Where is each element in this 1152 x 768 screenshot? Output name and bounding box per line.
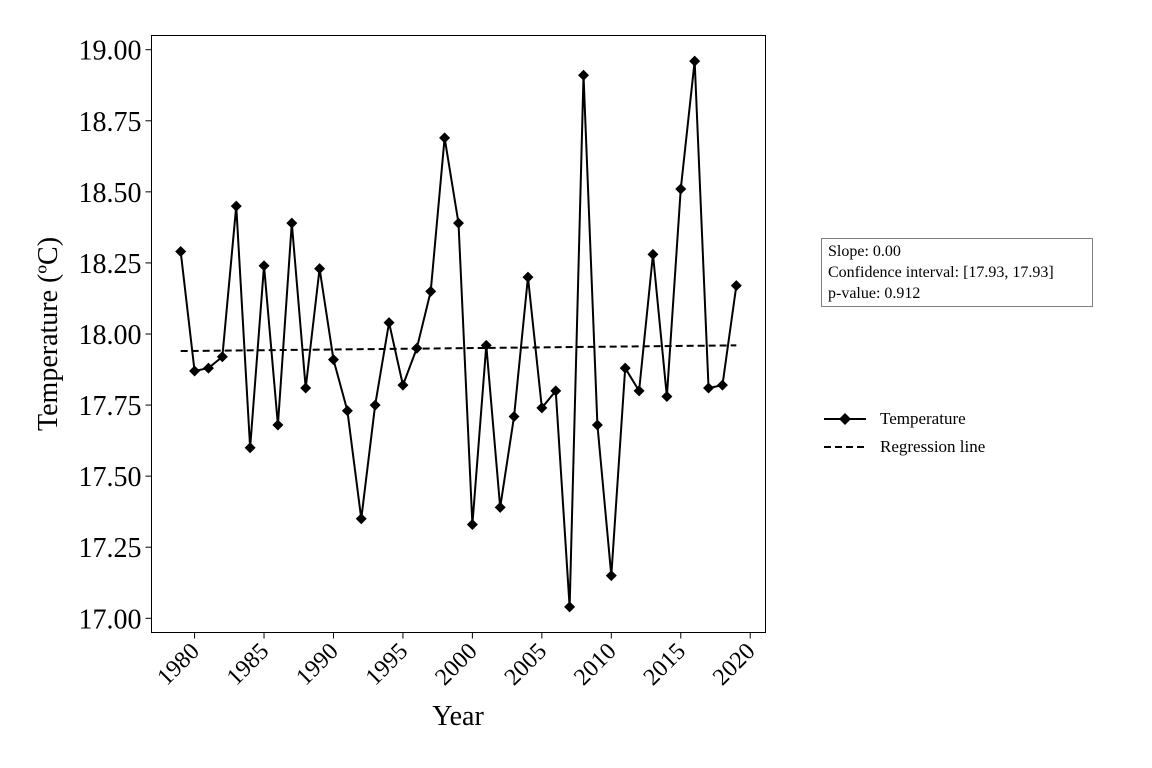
regression-line bbox=[180, 344, 737, 353]
temperature-point bbox=[578, 69, 590, 81]
temperature-point bbox=[327, 354, 339, 366]
temperature-point bbox=[633, 385, 645, 397]
temperature-line bbox=[179, 60, 738, 607]
temperature-point bbox=[647, 248, 659, 260]
y-tick-label: 18.25 bbox=[79, 249, 142, 280]
temperature-point bbox=[230, 200, 242, 212]
y-tick-label: 18.00 bbox=[79, 320, 142, 351]
y-axis-ticks: 17.00 17.25 17.50 17.75 18.00 18.25 18.50 18.75… bbox=[79, 36, 152, 635]
legend-label-regression: Regression line bbox=[880, 437, 986, 456]
x-tick-label: 2000 bbox=[430, 638, 482, 690]
temperature-point bbox=[605, 570, 617, 582]
x-tick-label: 2020 bbox=[708, 638, 760, 690]
temperature-point bbox=[716, 379, 728, 391]
x-tick-label: 1985 bbox=[222, 638, 274, 690]
legend-dashed-line-icon bbox=[824, 446, 866, 448]
temperature-point bbox=[425, 285, 437, 297]
temperature-point bbox=[341, 405, 353, 417]
legend-item-regression: Regression line bbox=[824, 433, 985, 461]
x-axis-ticks: 1980 1985 1990 1995 2000 2005 2010 2015 2020 bbox=[152, 632, 760, 691]
temperature-point bbox=[675, 183, 687, 195]
legend-label-temperature: Temperature bbox=[880, 409, 966, 428]
temperature-point bbox=[494, 501, 506, 513]
temperature-point bbox=[522, 271, 534, 283]
p-value-text: p-value: 0.912 bbox=[828, 285, 921, 302]
temperature-point bbox=[439, 132, 451, 144]
y-tick-label: 17.50 bbox=[79, 462, 142, 493]
legend-diamond-line-icon bbox=[824, 413, 866, 425]
y-tick-label: 18.50 bbox=[79, 178, 142, 209]
y-tick-label: 17.00 bbox=[79, 604, 142, 635]
temperature-point bbox=[314, 263, 326, 275]
temperature-point bbox=[272, 419, 284, 431]
y-tick-label: 18.75 bbox=[79, 107, 142, 138]
slope-text: Slope: 0.00 bbox=[828, 243, 901, 260]
temperature-point bbox=[244, 442, 256, 454]
x-tick-label: 2010 bbox=[569, 638, 621, 690]
temperature-point bbox=[730, 280, 742, 292]
temperature-point bbox=[508, 410, 520, 422]
temperature-point bbox=[619, 362, 631, 374]
temperature-point bbox=[536, 402, 548, 414]
temperature-point bbox=[189, 365, 201, 377]
temperature-point bbox=[591, 419, 603, 431]
temperature-point bbox=[216, 351, 228, 363]
temperature-point bbox=[564, 601, 576, 613]
temperature-point bbox=[202, 362, 214, 374]
temperature-point bbox=[480, 339, 492, 351]
statistics-box: Slope: 0.00 Confidence interval: [17.93,… bbox=[821, 238, 1093, 307]
temperature-point bbox=[453, 217, 464, 229]
temperature-point bbox=[466, 518, 478, 530]
x-tick-label: 1990 bbox=[291, 638, 343, 690]
temperature-point bbox=[286, 217, 298, 229]
x-tick-label: 1995 bbox=[361, 638, 413, 690]
y-tick-label: 17.25 bbox=[79, 533, 142, 564]
temperature-point bbox=[175, 246, 187, 258]
temperature-point bbox=[397, 379, 409, 391]
x-tick-label: 1980 bbox=[152, 638, 204, 690]
confidence-interval-text: Confidence interval: [17.93, 17.93] bbox=[828, 264, 1054, 281]
y-axis-title: Temperature (ºC) bbox=[33, 237, 64, 431]
temperature-point bbox=[258, 260, 270, 272]
temperature-point bbox=[411, 342, 423, 354]
series-layer bbox=[175, 55, 742, 613]
temperature-point bbox=[661, 391, 673, 403]
y-tick-label: 17.75 bbox=[79, 391, 142, 422]
x-tick-label: 2015 bbox=[639, 638, 691, 690]
temperature-point bbox=[689, 55, 701, 67]
y-tick-label: 19.00 bbox=[79, 36, 142, 67]
temperature-point bbox=[369, 399, 381, 411]
x-tick-label: 2005 bbox=[500, 638, 552, 690]
x-axis-title: Year bbox=[432, 701, 484, 732]
temperature-point bbox=[703, 382, 715, 394]
legend: Temperature Regression line bbox=[824, 405, 985, 461]
temperature-point bbox=[383, 317, 395, 329]
legend-item-temperature: Temperature bbox=[824, 405, 985, 433]
temperature-point bbox=[355, 513, 367, 525]
temperature-point bbox=[300, 382, 312, 394]
temperature-point bbox=[550, 385, 562, 397]
